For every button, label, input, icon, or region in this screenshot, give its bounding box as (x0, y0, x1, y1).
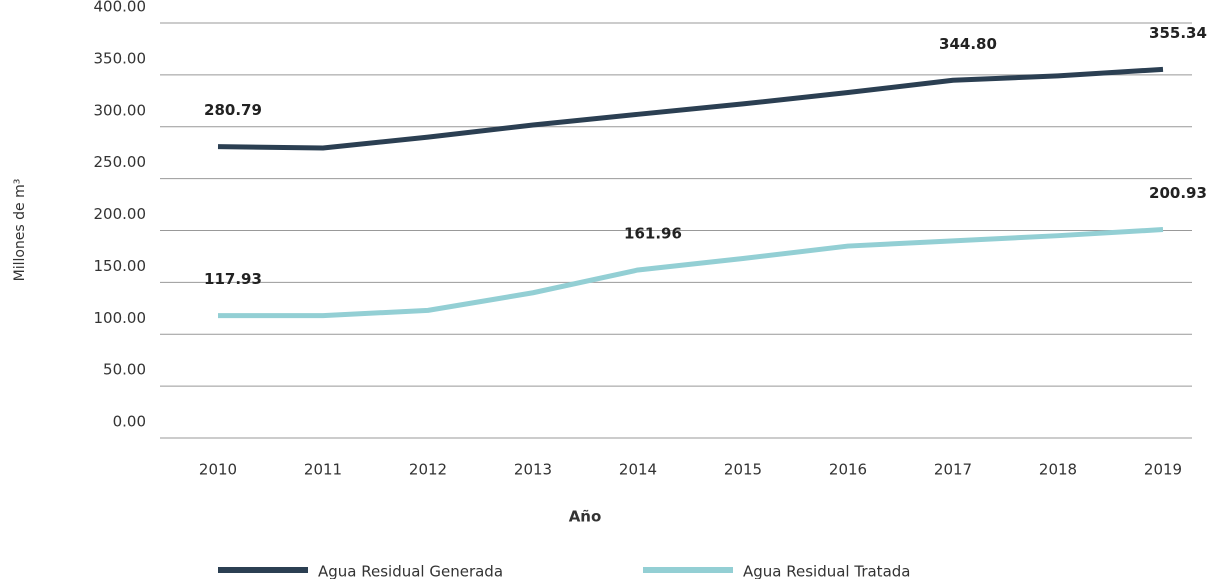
line (217, 66, 1164, 151)
y-tick-label: 200.00 (94, 205, 147, 223)
data-label: 161.96 (624, 224, 682, 242)
legend-label: Agua Residual Generada (318, 563, 503, 579)
y-tick-label: 0.00 (113, 413, 146, 431)
y-tick-label: 400.00 (94, 0, 147, 16)
data-label: 200.93 (1149, 184, 1207, 202)
y-tick-label: 300.00 (94, 101, 147, 119)
data-label: 355.34 (1149, 24, 1207, 42)
y-tick-label: 350.00 (94, 49, 147, 67)
x-tick-label: 2010 (199, 461, 237, 479)
legend-label: Agua Residual Tratada (743, 563, 910, 579)
data-label: 117.93 (204, 270, 262, 288)
x-tick-label: 2014 (619, 461, 657, 479)
x-tick-label: 2012 (409, 461, 447, 479)
y-tick-label: 150.00 (94, 257, 147, 275)
line (217, 227, 1164, 319)
y-tick-label: 250.00 (94, 153, 147, 171)
x-tick-label: 2018 (1039, 461, 1077, 479)
y-tick-label: 100.00 (94, 309, 147, 327)
x-tick-label: 2019 (1144, 461, 1182, 479)
x-tick-label: 2015 (724, 461, 762, 479)
x-axis-label: Año (569, 508, 602, 526)
x-tick-label: 2013 (514, 461, 552, 479)
x-tick-label: 2017 (934, 461, 972, 479)
x-tick-label: 2016 (829, 461, 867, 479)
y-axis-label: Millones de m³ (12, 179, 28, 282)
y-tick-label: 50.00 (103, 361, 146, 379)
data-label: 344.80 (939, 35, 997, 53)
x-tick-label: 2011 (304, 461, 342, 479)
data-label: 280.79 (204, 101, 262, 119)
